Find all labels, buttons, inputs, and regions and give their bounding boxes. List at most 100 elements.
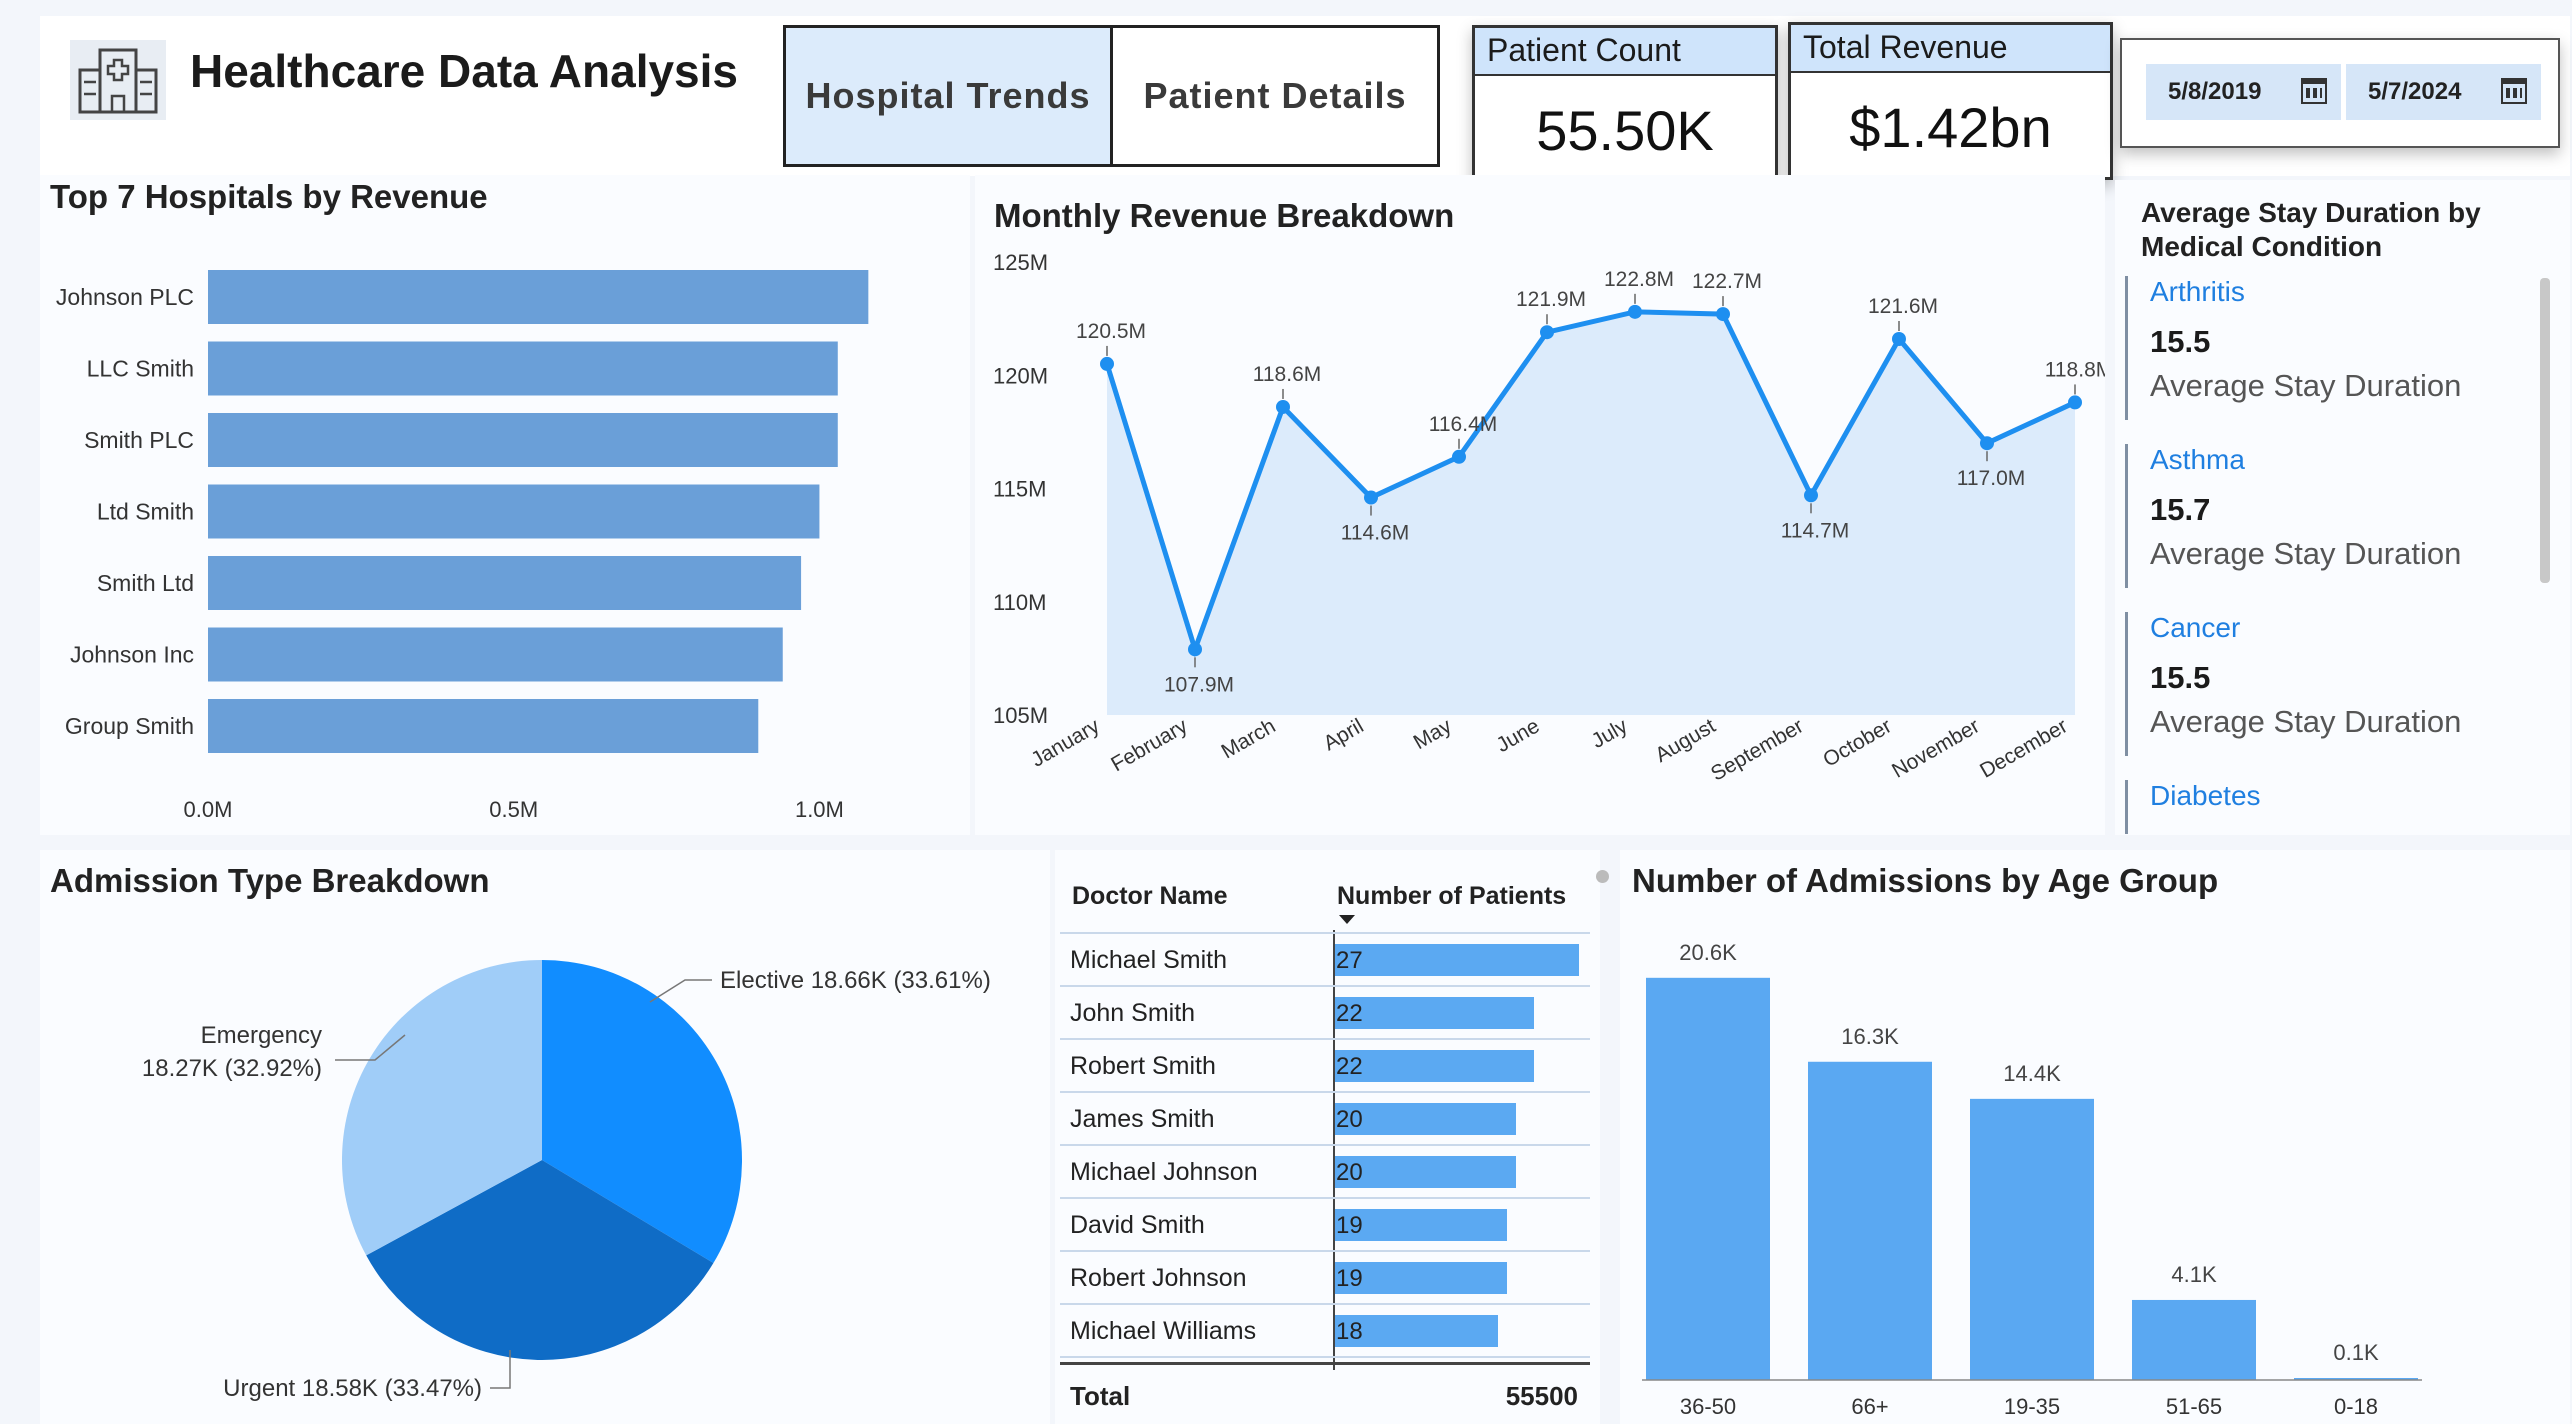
end-date-value: 5/7/2024 — [2368, 78, 2462, 105]
hospital-bar — [208, 341, 838, 396]
condition-label: Average Stay Duration — [2150, 704, 2462, 739]
revenue-point — [1716, 307, 1730, 322]
condition-card-diabetes: Diabetes — [2125, 780, 2525, 834]
patients-count: 20 — [1336, 1106, 1363, 1133]
tab-hospital-trends[interactable]: Hospital Trends — [783, 25, 1113, 167]
x-tick-label: April — [1320, 714, 1368, 755]
revenue-point — [1804, 488, 1818, 503]
patients-databar — [1335, 1315, 1498, 1347]
label-leader — [490, 1350, 511, 1389]
page-title: Healthcare Data Analysis — [190, 45, 739, 97]
data-label: 121.6M — [1868, 295, 1938, 318]
tab-patient-details[interactable]: Patient Details — [1110, 25, 1440, 167]
conditions-panel — [2115, 180, 2570, 835]
hospital-bar — [208, 270, 869, 324]
patients-header[interactable]: Number of Patients — [1337, 882, 1567, 910]
kpi-total-revenue-label: Total Revenue — [1791, 25, 2110, 73]
patients-count: 20 — [1336, 1159, 1363, 1186]
table-row[interactable]: Robert Smith 22 — [1060, 1040, 1590, 1093]
table-row[interactable]: Michael Williams 18 — [1060, 1305, 1590, 1358]
x-tick-label: 66+ — [1851, 1394, 1888, 1419]
y-tick-label: 125M — [993, 250, 1048, 275]
data-label: 4.1K — [2171, 1262, 2217, 1287]
admission-pie-chart: Elective 18.66K (33.61%) Urgent 18.58K (3… — [142, 960, 991, 1402]
revenue-point — [1364, 490, 1378, 505]
data-label: 120.5M — [1076, 320, 1146, 343]
condition-value: 15.5 — [2150, 324, 2211, 359]
label-leader — [335, 1034, 406, 1061]
doctor-name: Robert Johnson — [1070, 1264, 1247, 1292]
x-tick-label: 36-50 — [1680, 1394, 1736, 1419]
y-tick-label: 115M — [993, 477, 1046, 502]
x-tick-label: 19-35 — [2004, 1394, 2060, 1419]
revenue-point — [1540, 325, 1554, 340]
condition-card-arthritis: Arthritis 15.5 Average Stay Duration — [2125, 276, 2525, 420]
table-row[interactable]: David Smith 19 — [1060, 1199, 1590, 1252]
patients-databar — [1335, 1103, 1516, 1135]
calendar-icon[interactable] — [2301, 78, 2327, 104]
patients-count: 19 — [1336, 1265, 1363, 1292]
age-panel — [1620, 850, 2570, 1424]
condition-label: Average Stay Duration — [2150, 368, 2462, 403]
conditions-scrollbar[interactable] — [2540, 278, 2550, 583]
x-tick-label: February — [1107, 714, 1192, 776]
date-range-slicer: 5/8/2019 5/7/2024 — [2120, 38, 2560, 148]
kpi-patient-count: Patient Count 55.50K — [1472, 25, 1778, 185]
age-bar — [1646, 977, 1770, 1380]
age-bar — [2132, 1299, 2256, 1380]
kpi-patient-count-value: 55.50K — [1536, 99, 1714, 162]
table-scroll-dot[interactable] — [1596, 870, 1609, 883]
x-tick-label: 0-18 — [2334, 1394, 2378, 1419]
hospital-label: Johnson PLC — [56, 284, 194, 310]
kpi-total-revenue: Total Revenue $1.42bn — [1788, 22, 2113, 180]
pie-label-urgent: Urgent 18.58K (33.47%) — [223, 1375, 482, 1402]
table-row[interactable]: John Smith 22 — [1060, 987, 1590, 1040]
table-total-row: Total 55500 — [1060, 1362, 1590, 1412]
condition-value: 15.7 — [2150, 492, 2211, 527]
pie-label-emergency: Emergency — [201, 1022, 322, 1049]
age-bar — [2294, 1378, 2418, 1380]
table-row[interactable]: Michael Johnson 20 — [1060, 1146, 1590, 1199]
revenue-area — [1107, 311, 2075, 715]
data-label: 121.9M — [1516, 288, 1586, 311]
calendar-icon[interactable] — [2501, 78, 2527, 104]
total-value: 55500 — [1505, 1381, 1578, 1411]
start-date-value: 5/8/2019 — [2168, 78, 2262, 105]
x-tick-label: October — [1819, 714, 1895, 771]
data-label: 122.8M — [1604, 268, 1674, 291]
x-tick-label: March — [1217, 714, 1279, 763]
data-label: 118.6M — [1253, 363, 1322, 386]
y-tick-label: 120M — [993, 363, 1048, 388]
revenue-point — [1892, 332, 1906, 347]
hospital-bar — [208, 556, 802, 610]
patients-count: 22 — [1336, 1000, 1363, 1027]
hospitals-chart-title: Top 7 Hospitals by Revenue — [50, 178, 488, 215]
revenue-point — [1100, 356, 1114, 371]
patients-databar — [1335, 1156, 1516, 1188]
data-label: 116.4M — [1429, 413, 1498, 436]
doctor-name-header[interactable]: Doctor Name — [1072, 882, 1228, 910]
revenue-point — [1628, 304, 1642, 319]
table-row[interactable]: Robert Johnson 19 — [1060, 1252, 1590, 1305]
data-label: 114.6M — [1341, 522, 1410, 545]
x-tick-label: September — [1707, 714, 1807, 785]
x-tick-label: December — [1976, 714, 2071, 782]
age-bar — [1808, 1061, 1932, 1380]
doctor-name: Michael Johnson — [1070, 1158, 1258, 1186]
doctor-name: Robert Smith — [1070, 1052, 1216, 1080]
data-label: 107.9M — [1164, 673, 1234, 696]
pie-label-emergency-value: 18.27K (32.92%) — [142, 1055, 322, 1082]
condition-value: 15.5 — [2150, 660, 2211, 695]
table-row[interactable]: James Smith 20 — [1060, 1093, 1590, 1146]
sort-desc-icon[interactable] — [1339, 915, 1355, 924]
end-date-input[interactable]: 5/7/2024 — [2346, 64, 2541, 120]
table-row[interactable]: Michael Smith 27 — [1060, 934, 1590, 987]
start-date-input[interactable]: 5/8/2019 — [2146, 64, 2341, 120]
monthly-line-chart: 125M 120M 115M 110M 105M 120.5M 107.9M 118.6M 11… — [993, 250, 2105, 786]
revenue-point — [2068, 395, 2082, 410]
revenue-point — [1276, 399, 1290, 414]
table-column-divider — [1333, 930, 1335, 1370]
hospital-icon — [70, 40, 166, 120]
revenue-line — [1104, 309, 2077, 658]
x-tick-label: July — [1588, 714, 1632, 753]
